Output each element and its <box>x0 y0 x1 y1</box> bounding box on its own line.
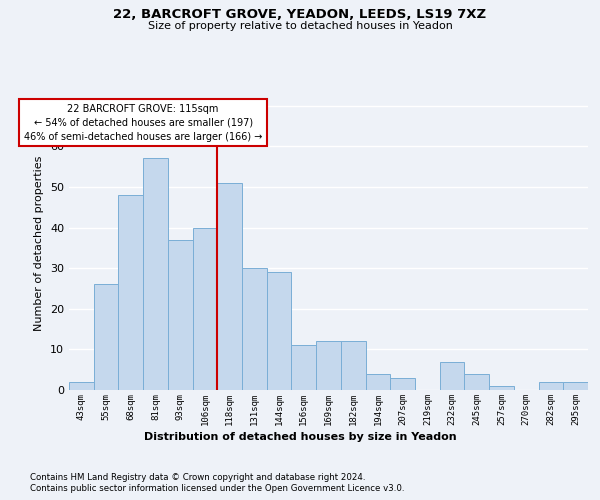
Bar <box>94 284 118 390</box>
Bar <box>292 346 316 390</box>
Text: 22, BARCROFT GROVE, YEADON, LEEDS, LS19 7XZ: 22, BARCROFT GROVE, YEADON, LEEDS, LS19 … <box>113 8 487 20</box>
Text: Contains HM Land Registry data © Crown copyright and database right 2024.: Contains HM Land Registry data © Crown c… <box>30 472 365 482</box>
Bar <box>242 268 267 390</box>
Text: 22 BARCROFT GROVE: 115sqm
← 54% of detached houses are smaller (197)
46% of semi: 22 BARCROFT GROVE: 115sqm ← 54% of detac… <box>24 104 262 142</box>
Bar <box>69 382 94 390</box>
Text: Size of property relative to detached houses in Yeadon: Size of property relative to detached ho… <box>148 21 452 31</box>
Bar <box>143 158 168 390</box>
Bar <box>440 362 464 390</box>
Bar <box>489 386 514 390</box>
Bar <box>365 374 390 390</box>
Bar <box>390 378 415 390</box>
Text: Contains public sector information licensed under the Open Government Licence v3: Contains public sector information licen… <box>30 484 404 493</box>
Bar <box>193 228 217 390</box>
Bar <box>217 183 242 390</box>
Text: Distribution of detached houses by size in Yeadon: Distribution of detached houses by size … <box>143 432 457 442</box>
Y-axis label: Number of detached properties: Number of detached properties <box>34 156 44 332</box>
Bar <box>539 382 563 390</box>
Bar <box>341 341 365 390</box>
Bar <box>464 374 489 390</box>
Bar <box>316 341 341 390</box>
Bar <box>563 382 588 390</box>
Bar <box>267 272 292 390</box>
Bar <box>118 195 143 390</box>
Bar <box>168 240 193 390</box>
